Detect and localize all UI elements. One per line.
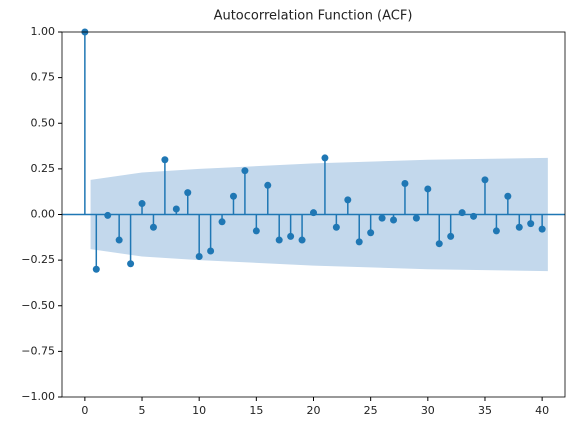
marker (184, 189, 192, 197)
marker (321, 154, 329, 162)
marker (538, 225, 546, 233)
plot-frame (61, 31, 566, 398)
marker (298, 236, 306, 244)
y-tick-label: −0.25 (21, 253, 55, 266)
marker (241, 167, 249, 175)
x-tick-label: 20 (307, 404, 321, 417)
marker (92, 265, 100, 273)
marker (515, 223, 523, 231)
marker (229, 192, 237, 200)
marker (207, 247, 215, 255)
marker (115, 236, 123, 244)
marker (481, 176, 489, 184)
marker (435, 240, 443, 248)
marker (218, 218, 226, 226)
marker (252, 227, 260, 235)
marker (367, 229, 375, 237)
marker (390, 216, 398, 224)
marker (172, 205, 180, 213)
x-tick-label: 10 (192, 404, 206, 417)
marker (149, 223, 157, 231)
marker (378, 214, 386, 222)
marker (287, 232, 295, 240)
marker (264, 181, 272, 189)
y-tick-label: 0.50 (31, 116, 56, 129)
marker (104, 211, 112, 219)
y-tick-label: −1.00 (21, 390, 55, 403)
y-tick-label: −0.75 (21, 344, 55, 357)
y-tick-label: 0.75 (31, 71, 56, 84)
marker (138, 200, 146, 208)
marker (195, 252, 203, 260)
x-tick-label: 5 (139, 404, 146, 417)
x-tick-label: 15 (249, 404, 263, 417)
marker (161, 156, 169, 164)
marker (127, 260, 135, 268)
marker (470, 212, 478, 220)
marker (355, 238, 363, 246)
marker (447, 232, 455, 240)
x-tick-label: 0 (81, 404, 88, 417)
marker (344, 196, 352, 204)
marker (401, 179, 409, 187)
x-tick-label: 25 (364, 404, 378, 417)
x-tick-label: 30 (421, 404, 435, 417)
marker (527, 220, 535, 228)
marker (424, 185, 432, 193)
marker (492, 227, 500, 235)
marker (504, 192, 512, 200)
y-tick-label: 1.00 (31, 25, 56, 38)
chart-title: Autocorrelation Function (ACF) (214, 9, 413, 24)
marker (332, 223, 340, 231)
marker (310, 209, 317, 217)
marker (275, 236, 283, 244)
y-tick-label: 0.00 (31, 208, 56, 221)
marker (458, 209, 466, 217)
x-tick-label: 40 (535, 404, 549, 417)
y-tick-label: 0.25 (31, 162, 56, 175)
y-tick-label: −0.50 (21, 299, 55, 312)
x-tick-label: 35 (478, 404, 492, 417)
marker (412, 214, 420, 222)
